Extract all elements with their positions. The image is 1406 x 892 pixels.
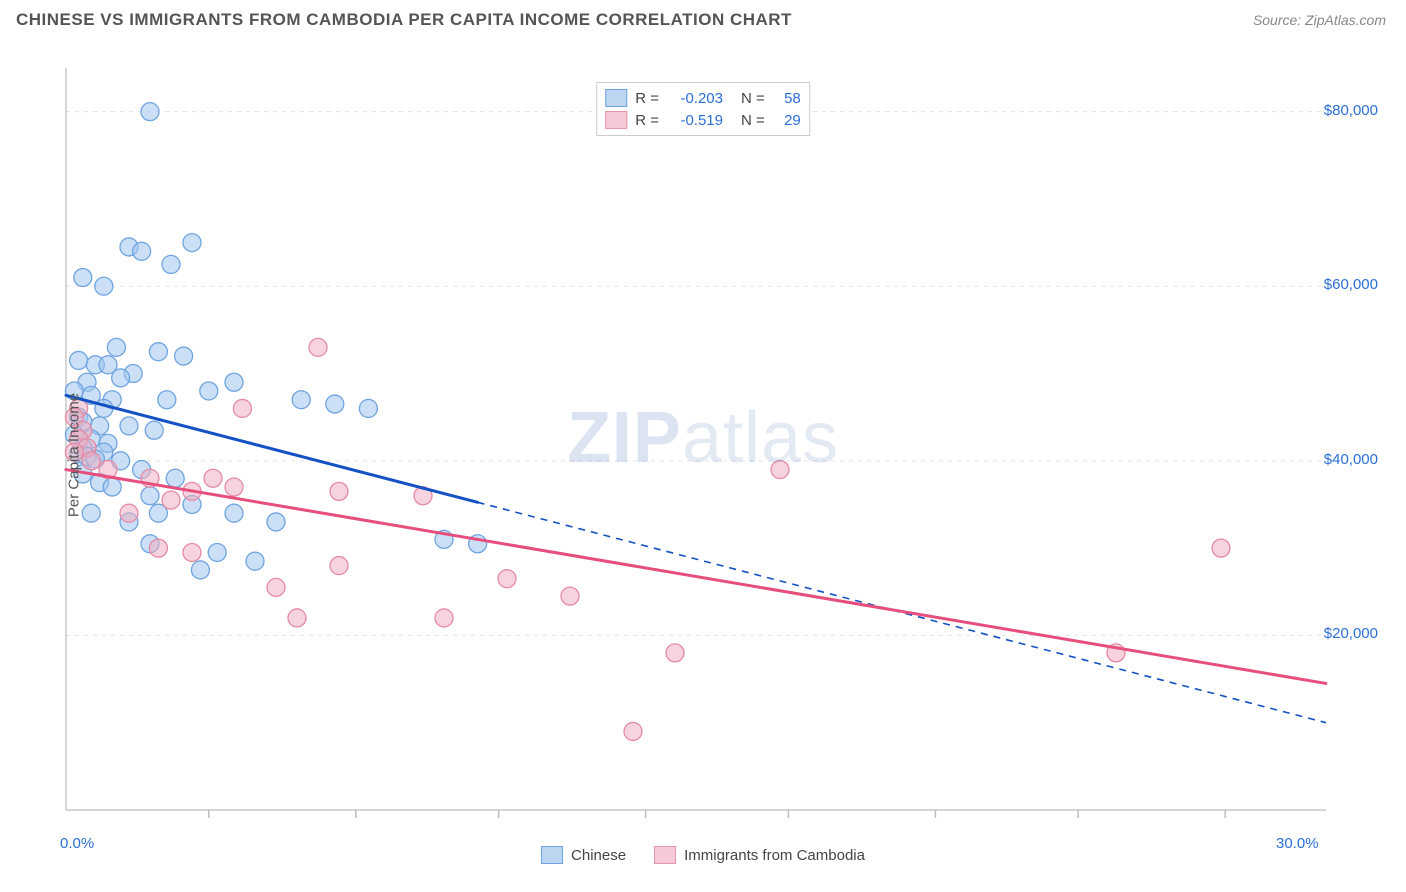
legend-swatch <box>541 846 563 864</box>
legend-swatch <box>654 846 676 864</box>
series-legend-item: Immigrants from Cambodia <box>654 846 865 864</box>
chart-title: CHINESE VS IMMIGRANTS FROM CAMBODIA PER … <box>16 10 792 30</box>
correlation-legend: R = -0.203N = 58R = -0.519N = 29 <box>596 82 810 136</box>
series-legend-item: Chinese <box>541 846 626 864</box>
scatter-plot <box>16 40 1390 870</box>
y-tick-label: $20,000 <box>1324 625 1378 642</box>
x-axis-min-label: 0.0% <box>60 835 94 852</box>
y-axis-label: Per Capita Income <box>66 393 83 517</box>
legend-swatch <box>605 89 627 107</box>
series-legend: Chinese Immigrants from Cambodia <box>541 846 865 864</box>
series-legend-label: Immigrants from Cambodia <box>684 847 865 864</box>
y-tick-label: $80,000 <box>1324 102 1378 119</box>
stat-legend-row: R = -0.519N = 29 <box>605 109 801 131</box>
source-attribution: Source: ZipAtlas.com <box>1253 12 1386 28</box>
y-tick-label: $40,000 <box>1324 451 1378 468</box>
x-axis-max-label: 30.0% <box>1276 835 1319 852</box>
stat-legend-row: R = -0.203N = 58 <box>605 87 801 109</box>
series-legend-label: Chinese <box>571 847 626 864</box>
y-tick-label: $60,000 <box>1324 276 1378 293</box>
legend-swatch <box>605 111 627 129</box>
chart-container: Per Capita Income ZIPatlas R = -0.203N =… <box>16 40 1390 870</box>
